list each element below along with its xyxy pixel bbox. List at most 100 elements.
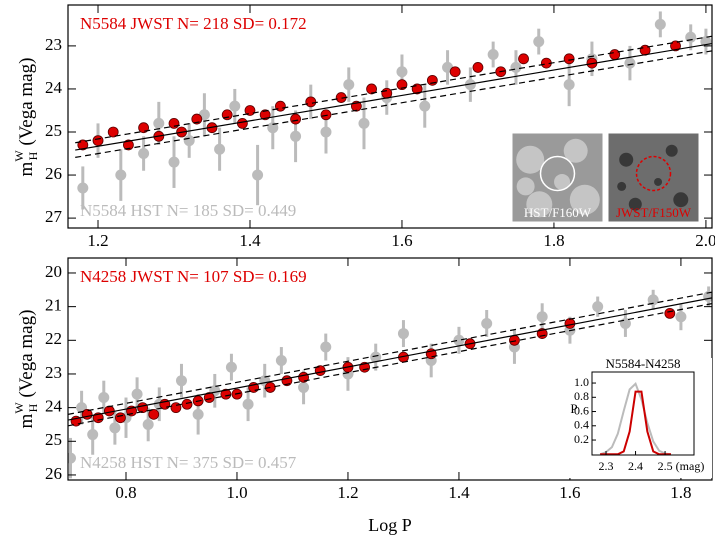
point	[252, 169, 264, 181]
point	[290, 113, 301, 125]
y-label-main: m	[16, 161, 37, 176]
thumbnail-blob	[516, 177, 535, 196]
inset-curve	[599, 381, 672, 456]
point	[453, 334, 465, 346]
point	[343, 79, 355, 91]
point	[320, 109, 332, 121]
fit-line	[75, 50, 712, 158]
point	[472, 62, 484, 73]
point	[137, 402, 149, 414]
point	[381, 87, 393, 99]
point	[131, 388, 143, 400]
point	[214, 143, 226, 155]
inset-xunit: (mag)	[676, 459, 705, 473]
thumbnail-blob	[569, 184, 600, 215]
point	[181, 398, 193, 410]
point	[654, 18, 666, 30]
point	[426, 74, 438, 86]
x-tick-label: 0.8	[115, 483, 136, 502]
series-label: N5584 HST N= 185 SD= 0.449	[80, 201, 296, 220]
frame	[67, 4, 713, 229]
x-tick-label: 2.0	[695, 231, 715, 250]
point	[670, 40, 681, 52]
series-label: N5584 JWST N= 218 SD= 0.172	[80, 14, 307, 33]
point	[592, 301, 604, 313]
thumbnail-blob	[619, 152, 634, 167]
x-tick-label: 1.6	[391, 231, 412, 250]
thumbnail-blob	[516, 145, 545, 174]
y-label: mWH (Vega mag)	[12, 58, 40, 177]
point	[290, 130, 302, 142]
thumbnail	[607, 132, 700, 223]
x-label: Log P	[368, 515, 412, 535]
point	[647, 294, 659, 306]
point	[536, 311, 548, 323]
point	[242, 398, 254, 410]
y-tick-label: 24	[45, 78, 63, 97]
inset-y-tick-label: 1.0	[574, 375, 589, 389]
point	[305, 96, 317, 108]
point	[419, 100, 431, 112]
inset-title: N5584-N4258	[605, 356, 680, 371]
panel: N5584 HST N= 185 SD= 0.449 N5584 JWST N= …	[45, 4, 715, 250]
inset-y-tick-label: 0.8	[574, 389, 589, 403]
fit-line	[75, 35, 712, 144]
x-tick-label: 1.8	[670, 483, 691, 502]
point	[563, 53, 575, 65]
x-tick-label: 1.2	[87, 231, 108, 250]
point	[98, 392, 110, 404]
point	[192, 408, 204, 420]
point	[397, 328, 409, 340]
series-label: N4258 JWST N= 107 SD= 0.169	[80, 267, 307, 286]
point	[175, 375, 187, 387]
y-label-sub: H	[26, 151, 40, 160]
point	[68, 452, 76, 464]
point	[115, 169, 127, 181]
thumbnail-blob	[628, 197, 642, 211]
inset-y-tick-label: 0.4	[574, 418, 589, 432]
y-tick-label: 25	[45, 430, 62, 449]
thumbnail-blob	[563, 138, 588, 163]
point	[609, 49, 621, 60]
point	[138, 122, 150, 134]
point	[107, 126, 119, 138]
point	[298, 381, 310, 393]
point	[624, 57, 636, 69]
point	[244, 105, 256, 116]
point	[664, 307, 676, 319]
point	[87, 429, 99, 441]
point	[220, 388, 232, 400]
inset-y-tick-label: 0.6	[574, 403, 589, 417]
thumbnail-ring	[635, 155, 672, 192]
x-tick-label: 1.8	[543, 231, 564, 250]
point	[77, 182, 89, 194]
inset-x-tick-label: 2.5	[658, 459, 673, 473]
y-label-text: mWH (Vega mag)	[12, 58, 40, 177]
x-tick-label: 1.4	[239, 231, 261, 250]
point	[320, 126, 332, 138]
x-tick-label: 1.6	[559, 483, 580, 502]
y-tick-label: 20	[45, 262, 62, 281]
y-tick-label: 27	[45, 207, 63, 226]
inset-y-tick-label: 0.2	[574, 432, 589, 446]
inset-x-tick-label: 2.4	[628, 459, 643, 473]
point	[142, 418, 154, 430]
thumbnail-blob	[665, 144, 678, 157]
point	[370, 351, 382, 363]
y-label-rest: (Vega mag)	[16, 58, 37, 146]
point	[81, 408, 93, 420]
point	[183, 135, 195, 147]
point	[358, 117, 370, 129]
series-label: N4258 HST N= 375 SD= 0.457	[80, 453, 297, 472]
inset-curve	[600, 390, 671, 456]
point	[138, 148, 150, 160]
point	[109, 422, 121, 434]
y-tick-label: 21	[45, 296, 62, 315]
y-label-main: m	[16, 413, 37, 428]
point	[487, 49, 499, 61]
point	[115, 412, 126, 424]
point	[518, 53, 529, 65]
y-tick-label: 25	[45, 121, 62, 140]
y-label-sup: W	[12, 150, 26, 162]
